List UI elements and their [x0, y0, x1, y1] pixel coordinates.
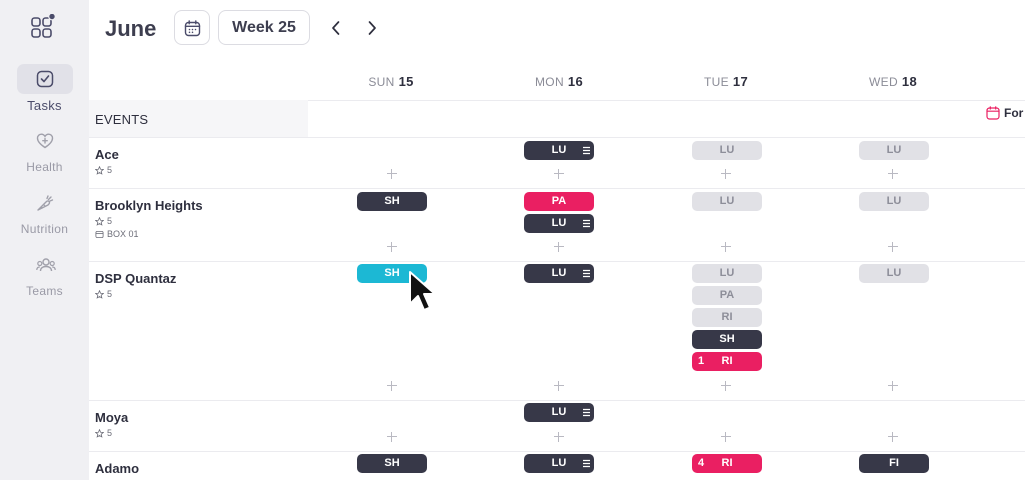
add-shift-icon[interactable]	[387, 432, 397, 442]
add-shift-icon[interactable]	[888, 432, 898, 442]
events-row-header: EVENTS	[89, 100, 308, 137]
sidebar-item-health[interactable]: Health	[0, 126, 89, 174]
shift-pill[interactable]: LU	[859, 192, 929, 211]
notes-icon	[583, 459, 590, 468]
row-name: DSP Quantaz	[95, 271, 177, 286]
check-square-icon	[16, 64, 73, 94]
week-selector[interactable]: Week 25	[218, 10, 310, 45]
shift-pill[interactable]: FI	[859, 454, 929, 473]
shift-pill[interactable]: LU	[692, 141, 762, 160]
add-shift-icon[interactable]	[387, 381, 397, 391]
add-shift-icon[interactable]	[721, 432, 731, 442]
forecast-link[interactable]: For	[986, 106, 1023, 124]
month-title: June	[105, 16, 157, 41]
users-icon	[17, 250, 73, 280]
shift-pill[interactable]: SH	[357, 192, 427, 211]
add-shift-icon[interactable]	[554, 169, 564, 179]
calendar-icon	[986, 106, 1000, 120]
shift-pill[interactable]: 1 RI	[692, 352, 762, 371]
sidebar-item-label: Health	[26, 160, 63, 174]
row-rating: 5	[94, 165, 112, 175]
chevron-left-icon	[332, 21, 340, 35]
shift-pill[interactable]: LU	[524, 214, 594, 233]
shift-pill[interactable]: LU	[524, 403, 594, 422]
shift-pill[interactable]: LU	[692, 264, 762, 283]
add-shift-icon[interactable]	[554, 432, 564, 442]
calendar-button[interactable]	[174, 10, 210, 45]
star-icon	[94, 216, 105, 226]
sidebar-item-nutrition[interactable]: Nutrition	[0, 188, 89, 236]
shift-pill[interactable]: 4 RI	[692, 454, 762, 473]
calendar-icon	[184, 20, 201, 37]
row-name: Adamo	[95, 461, 140, 476]
notes-icon	[583, 408, 590, 417]
sidebar-item-tasks[interactable]: Tasks	[0, 64, 89, 113]
sidebar-item-label: Tasks	[27, 98, 62, 113]
shift-pill[interactable]: LU	[524, 264, 594, 283]
shift-pill[interactable]: LU	[692, 192, 762, 211]
add-shift-icon[interactable]	[721, 242, 731, 252]
sidebar-item-label: Teams	[26, 284, 63, 298]
shift-count: 4	[698, 457, 705, 469]
row-name: Moya	[95, 410, 129, 425]
star-icon	[94, 165, 105, 175]
day-header-tue: TUE 17	[704, 74, 748, 89]
add-shift-icon[interactable]	[721, 381, 731, 391]
row-name: Ace	[95, 147, 119, 162]
divider	[89, 400, 1025, 401]
add-shift-icon[interactable]	[387, 169, 397, 179]
row-rating: 5	[94, 428, 112, 438]
divider	[89, 261, 1025, 262]
add-shift-icon[interactable]	[721, 169, 731, 179]
carrot-icon	[17, 188, 73, 218]
shift-pill[interactable]: SH	[692, 330, 762, 349]
shift-pill[interactable]: RI	[692, 308, 762, 327]
day-header-sun: SUN 15	[368, 74, 414, 89]
add-shift-icon[interactable]	[387, 242, 397, 252]
add-shift-icon[interactable]	[554, 242, 564, 252]
shift-pill[interactable]: LU	[524, 454, 594, 473]
shift-pill[interactable]: PA	[692, 286, 762, 305]
divider	[89, 451, 1025, 452]
chevron-right-icon	[368, 21, 376, 35]
row-name: Brooklyn Heights	[95, 198, 203, 213]
box-icon	[95, 230, 104, 239]
events-label: EVENTS	[95, 112, 149, 127]
row-box: BOX 01	[95, 229, 139, 239]
sidebar-item-teams[interactable]: Teams	[0, 250, 89, 298]
prev-week-button[interactable]	[328, 18, 344, 38]
heart-plus-icon	[17, 126, 73, 156]
shift-pill[interactable]: LU	[859, 141, 929, 160]
next-week-button[interactable]	[364, 18, 380, 38]
add-shift-icon[interactable]	[888, 169, 898, 179]
schedule-grid: SUN 15 MON 16 TUE 17 WED 18 EVENTS For Ace 5…	[89, 62, 1025, 480]
star-icon	[94, 289, 105, 299]
shift-pill[interactable]: PA	[524, 192, 594, 211]
row-rating: 5	[94, 289, 112, 299]
divider	[89, 137, 1025, 138]
shift-pill[interactable]: SH	[357, 454, 427, 473]
day-header-mon: MON 16	[535, 74, 583, 89]
app-grid-icon[interactable]	[31, 12, 57, 40]
add-shift-icon[interactable]	[888, 381, 898, 391]
shift-count: 1	[698, 355, 705, 367]
shift-pill[interactable]: SH	[357, 264, 427, 283]
divider	[89, 100, 1025, 101]
row-rating: 5	[94, 216, 112, 226]
divider	[89, 188, 1025, 189]
notes-icon	[583, 146, 590, 155]
shift-pill[interactable]: LU	[524, 141, 594, 160]
notes-icon	[583, 269, 590, 278]
add-shift-icon[interactable]	[888, 242, 898, 252]
sidebar: Tasks Health Nutrition Teams	[0, 0, 89, 480]
sidebar-item-label: Nutrition	[20, 222, 69, 236]
star-icon	[94, 428, 105, 438]
day-header-wed: WED 18	[869, 74, 917, 89]
notes-icon	[583, 219, 590, 228]
add-shift-icon[interactable]	[554, 381, 564, 391]
shift-pill[interactable]: LU	[859, 264, 929, 283]
